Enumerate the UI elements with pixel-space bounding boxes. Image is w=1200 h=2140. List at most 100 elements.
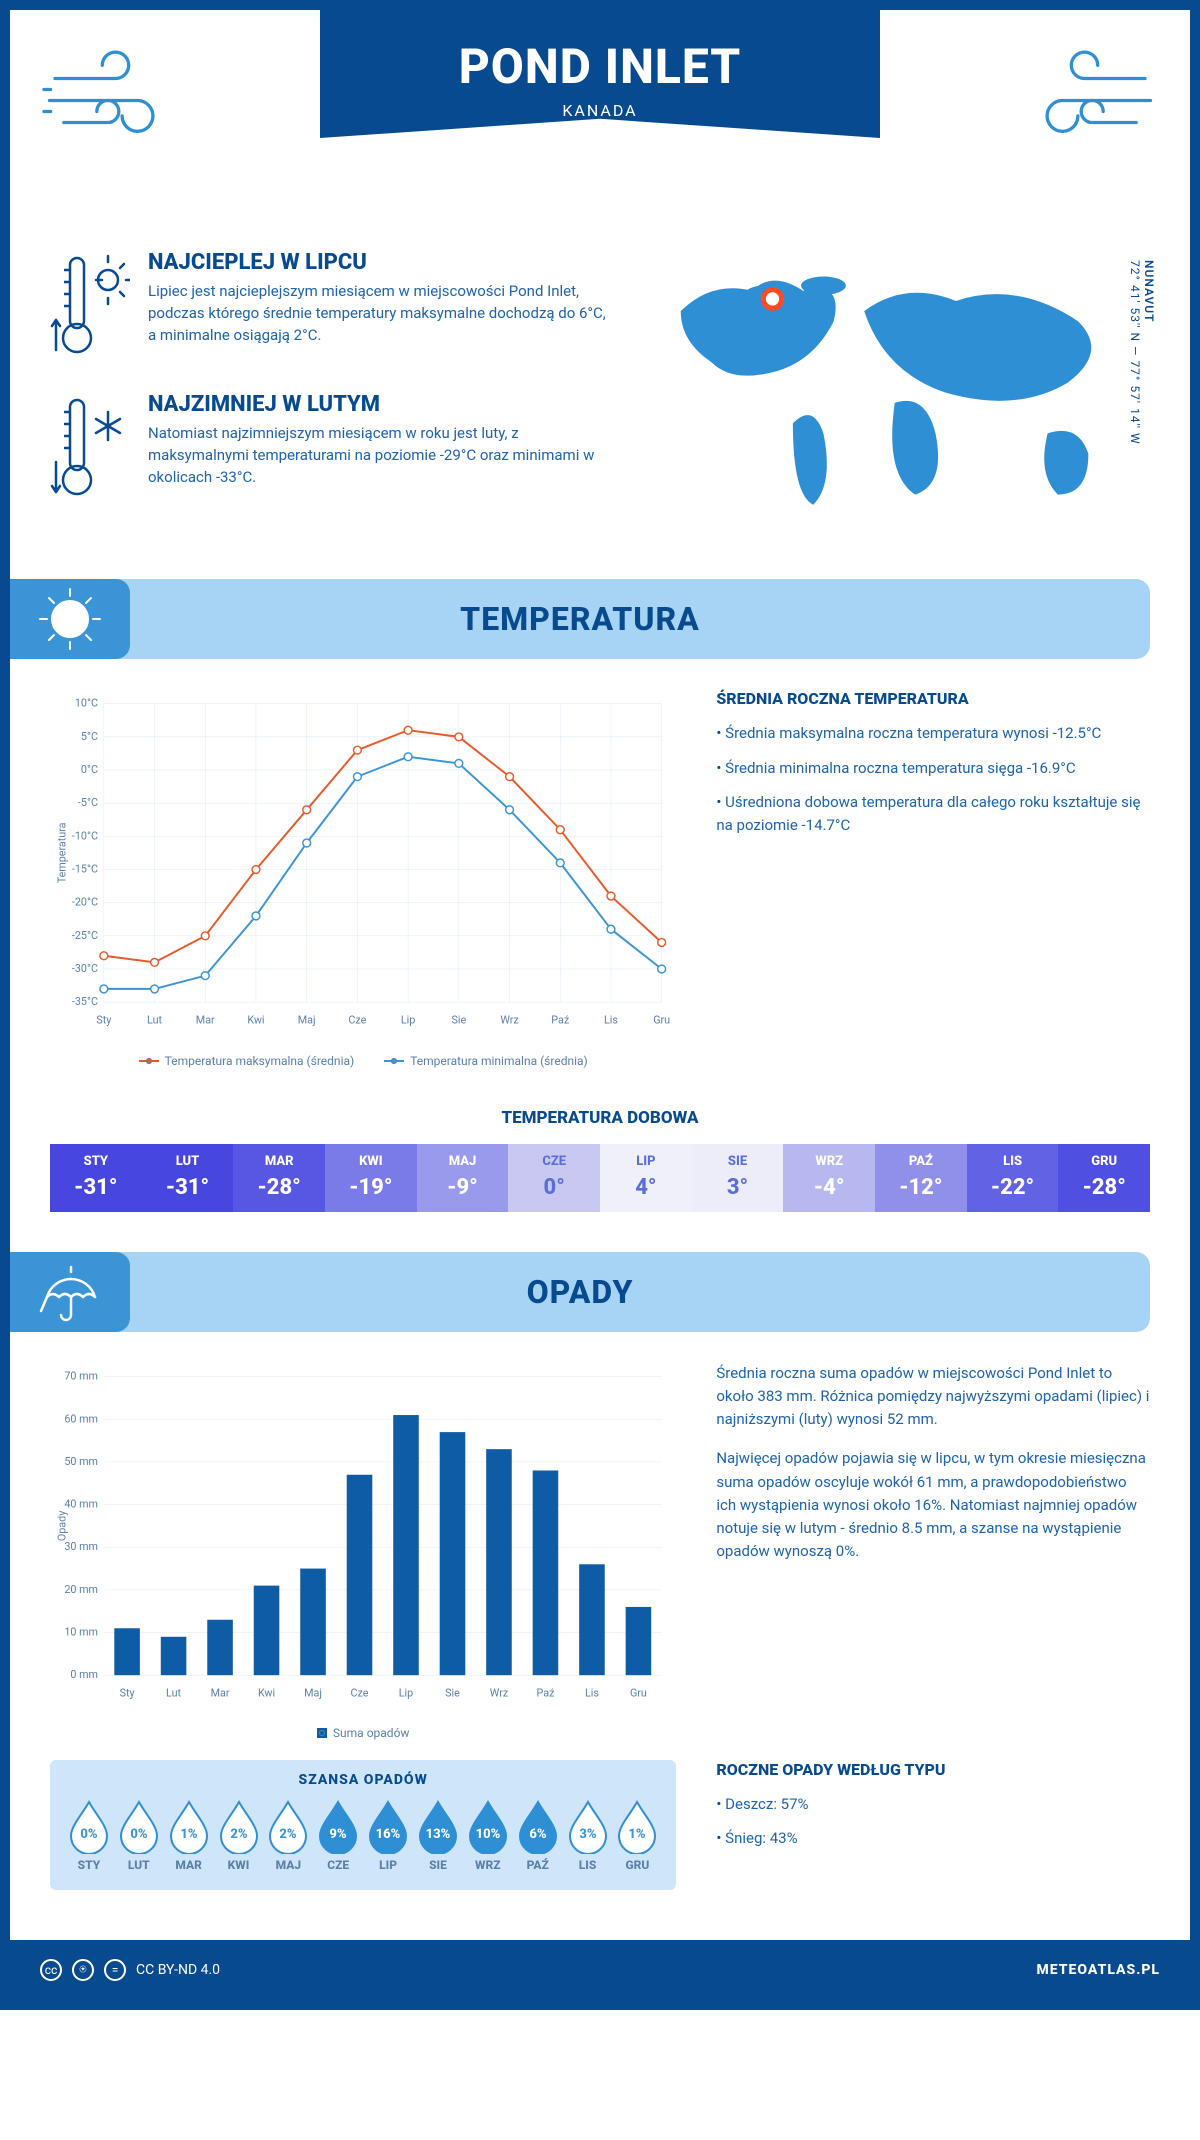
legend-min: Temperatura minimalna (średnia) [410,1054,588,1068]
precip-type-title: ROCZNE OPADY WEDŁUG TYPU [716,1760,1150,1779]
precip-row: 0 mm10 mm20 mm30 mm40 mm50 mm60 mm70 mmS… [10,1362,1190,1760]
precip-text: Średnia roczna suma opadów w miejscowośc… [716,1362,1150,1740]
svg-text:1%: 1% [629,1827,646,1842]
svg-text:2%: 2% [280,1827,297,1842]
daily-temp-cell: PAŹ-12° [875,1144,967,1212]
temp-value: -22° [967,1175,1059,1200]
fact-title: NAJCIEPLEJ W LIPCU [148,250,610,275]
coordinates: NUNAVUT 72° 41' 53'' N — 77° 57' 14'' W [1128,260,1156,445]
daily-temp-cell: LUT-31° [142,1144,234,1212]
fact-coldest: NAJZIMNIEJ W LUTYM Natomiast najzimniejs… [50,392,610,506]
svg-text:10%: 10% [475,1827,500,1842]
svg-text:-5°C: -5°C [78,796,98,809]
svg-text:Cze: Cze [348,1014,366,1027]
svg-text:-20°C: -20°C [72,896,98,909]
location-marker-icon [764,290,782,308]
svg-text:3%: 3% [579,1827,596,1842]
month-label: LIP [600,1154,692,1169]
svg-text:-10°C: -10°C [72,830,98,843]
svg-text:-25°C: -25°C [72,929,98,942]
thermometer-sun-icon [50,250,130,364]
month-label: GRU [612,1858,662,1872]
legend-max: Temperatura maksymalna (średnia) [165,1054,355,1068]
info-row: NAJCIEPLEJ W LIPCU Lipiec jest najcieple… [10,250,1190,569]
svg-text:Kwi: Kwi [247,1014,264,1027]
svg-text:60 mm: 60 mm [64,1412,98,1425]
precip-paragraph: Średnia roczna suma opadów w miejscowośc… [716,1362,1150,1432]
chance-title: SZANSA OPADÓW [64,1772,662,1788]
temp-value: -31° [142,1175,234,1200]
precip-bottom-row: SZANSA OPADÓW 0%STY0%LUT1%MAR2%KWI2%MAJ9… [10,1760,1190,1910]
temp-value: -28° [1058,1175,1150,1200]
thermometer-snow-icon [50,392,130,506]
temp-value: -31° [50,1175,142,1200]
svg-text:Wrz: Wrz [490,1686,508,1699]
svg-text:40 mm: 40 mm [64,1497,98,1510]
month-label: KWI [214,1858,264,1872]
svg-text:Lis: Lis [585,1686,599,1699]
stats-title: ŚREDNIA ROCZNA TEMPERATURA [716,689,1150,708]
svg-text:Maj: Maj [304,1686,322,1699]
footer: cc ⍟ = CC BY-ND 4.0 METEOATLAS.PL [10,1940,1190,2000]
svg-text:0°C: 0°C [81,763,98,776]
month-label: MAR [164,1858,214,1872]
month-label: PAŹ [513,1858,563,1872]
month-label: LUT [114,1858,164,1872]
header: POND INLET KANADA [10,10,1190,250]
precip-type-item: Deszcz: 57% [716,1793,1150,1816]
brand: METEOATLAS.PL [1037,1962,1160,1978]
cc-icon: cc [40,1959,62,1981]
month-label: WRZ [463,1858,513,1872]
svg-text:50 mm: 50 mm [64,1455,98,1468]
svg-text:20 mm: 20 mm [64,1582,98,1595]
city-name: POND INLET [320,38,880,95]
temp-value: -12° [875,1175,967,1200]
umbrella-icon [10,1252,130,1332]
daily-temp-cell: KWI-19° [325,1144,417,1212]
svg-text:Opady: Opady [56,1510,69,1540]
svg-text:2%: 2% [230,1827,247,1842]
month-label: SIE [692,1154,784,1169]
svg-text:Gru: Gru [630,1686,647,1699]
daily-temp-title: TEMPERATURA DOBOWA [10,1108,1190,1128]
month-label: LIS [563,1858,613,1872]
facts-column: NAJCIEPLEJ W LIPCU Lipiec jest najcieple… [50,250,610,539]
svg-text:6%: 6% [529,1827,546,1842]
svg-text:13%: 13% [426,1827,451,1842]
svg-text:Sty: Sty [96,1014,111,1027]
svg-text:Mar: Mar [196,1014,215,1027]
svg-text:10°C: 10°C [75,697,98,710]
fact-warmest: NAJCIEPLEJ W LIPCU Lipiec jest najcieple… [50,250,610,364]
chance-drop: 1%MAR [164,1798,214,1872]
license: cc ⍟ = CC BY-ND 4.0 [40,1959,220,1981]
country-name: KANADA [320,101,880,120]
temperature-stats: ŚREDNIA ROCZNA TEMPERATURA Średnia maksy… [716,689,1150,1067]
precip-type-item: Śnieg: 43% [716,1827,1150,1850]
chance-drop: 9%CZE [313,1798,363,1872]
chance-drop: 2% KWI [214,1798,264,1872]
svg-text:Lip: Lip [399,1686,413,1699]
month-label: SIE [413,1858,463,1872]
svg-text:Paź: Paź [536,1686,554,1699]
title-ribbon: POND INLET KANADA [320,10,880,138]
daily-temp-cell: GRU-28° [1058,1144,1150,1212]
legend-precip: Suma opadów [333,1726,410,1740]
temperature-line-chart: -35°C-30°C-25°C-20°C-15°C-10°C-5°C0°C5°C… [50,689,676,1067]
section-title: TEMPERATURA [460,600,700,638]
svg-text:Paź: Paź [551,1014,569,1027]
svg-text:Sie: Sie [451,1014,466,1027]
chance-drop: 10% WRZ [463,1798,513,1872]
svg-text:16%: 16% [376,1827,401,1842]
precip-chance-panel: SZANSA OPADÓW 0%STY0%LUT1%MAR2%KWI2%MAJ9… [50,1760,676,1890]
fact-text: Natomiast najzimniejszym miesiącem w rok… [148,423,610,488]
month-label: CZE [313,1858,363,1872]
temp-value: 4° [600,1175,692,1200]
chance-drop: 6% PAŹ [513,1798,563,1872]
precip-bar-chart: 0 mm10 mm20 mm30 mm40 mm50 mm60 mm70 mmS… [50,1362,676,1740]
svg-text:Lut: Lut [147,1014,162,1027]
chance-drop: 2%MAJ [263,1798,313,1872]
daily-temp-cell: MAR-28° [233,1144,325,1212]
chance-drop: 13% SIE [413,1798,463,1872]
region-label: NUNAVUT [1142,260,1156,437]
svg-text:-30°C: -30°C [72,962,98,975]
